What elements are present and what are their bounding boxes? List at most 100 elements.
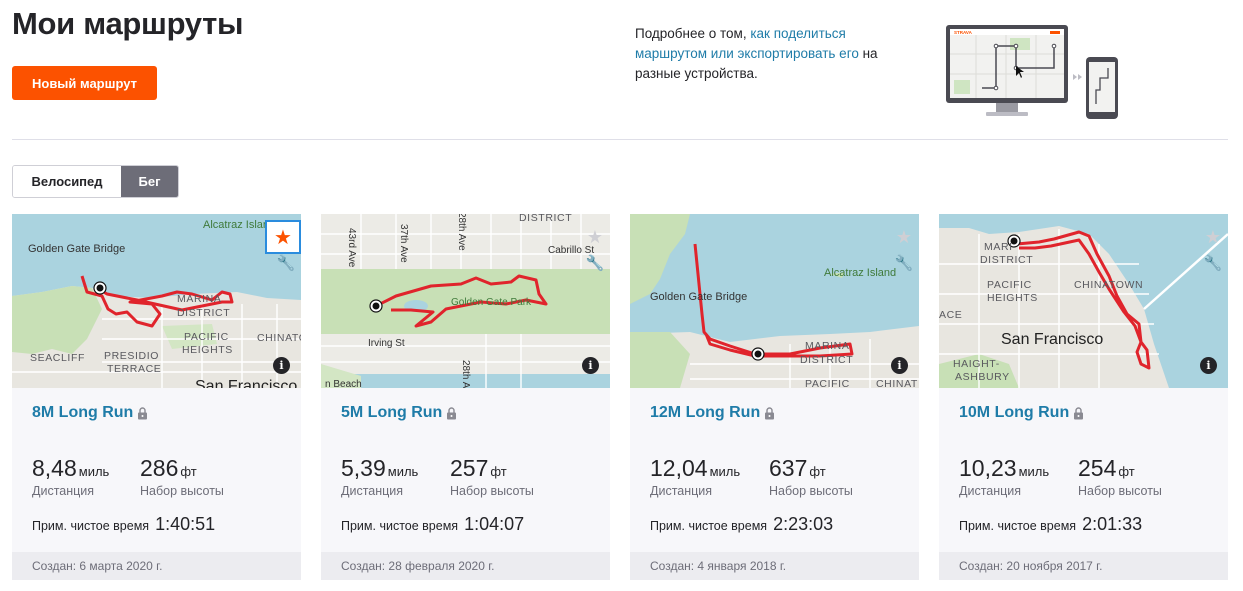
map-label: PACIFIC [805, 378, 850, 388]
elevation-label: Набор высоты [450, 484, 534, 498]
lock-icon [1074, 406, 1084, 419]
map-label: San Francisco [1001, 331, 1104, 348]
map-label: MARINA [177, 293, 222, 305]
map-label: Golden Gate Park [451, 297, 532, 308]
distance-value: 5,39 миль [341, 455, 419, 481]
map-label: MARI [984, 241, 1013, 253]
route-map[interactable]: DISTRICT 43rd Ave 37th Ave 28th Ave Cabr… [321, 214, 610, 388]
map-label: PACIFIC [184, 331, 229, 343]
moving-time: Прим. чистое время 1:40:51 [32, 514, 215, 535]
wrench-icon[interactable]: 🔧 [585, 255, 605, 272]
wrench-icon[interactable]: 🔧 [1203, 255, 1223, 272]
info-icon[interactable]: i [891, 357, 908, 374]
tab-bike[interactable]: Велосипед [13, 166, 121, 197]
map-label: San Francisco [195, 378, 298, 388]
moving-time-label: Прим. чистое время [341, 519, 459, 533]
map-label: SEACLIFF [30, 352, 85, 364]
map-label: CHINAT [876, 378, 918, 388]
new-route-button[interactable]: Новый маршрут [12, 66, 157, 100]
map-label: ACE [939, 309, 963, 321]
promo-text-before: Подробнее о том, [635, 26, 751, 41]
map-label: CHINATO [257, 332, 301, 344]
elevation-value: 637 фт [769, 455, 826, 481]
moving-time-label: Прим. чистое время [959, 519, 1077, 533]
distance-value: 8,48 миль [32, 455, 110, 481]
info-icon[interactable]: i [1200, 357, 1217, 374]
map-label: n Beach [325, 379, 362, 388]
route-card: MARI DISTRICT PACIFIC HEIGHTS CHINATOWN … [939, 214, 1228, 580]
map-label: HAIGHT- [953, 358, 1000, 370]
map-label: PACIFIC [987, 279, 1032, 291]
route-card: DISTRICT 43rd Ave 37th Ave 28th Ave Cabr… [321, 214, 610, 580]
elevation-value: 254 фт [1078, 455, 1135, 481]
map-label: CHINATOWN [1074, 279, 1144, 291]
route-card: Alcatraz Island Golden Gate Bridge MARIN… [12, 214, 301, 580]
route-card: Alcatraz Island Golden Gate Bridge MARIN… [630, 214, 919, 580]
lock-icon [138, 406, 148, 419]
distance-label: Дистанция [959, 484, 1022, 498]
map-label: Cabrillo St [548, 245, 595, 256]
map-label: DISTRICT [800, 354, 854, 366]
route-name-link[interactable]: 5M Long Run [341, 404, 457, 422]
route-map[interactable]: Alcatraz Island Golden Gate Bridge MARIN… [630, 214, 919, 388]
map-label: Alcatraz Island [824, 267, 897, 279]
map-label: Irving St [368, 338, 405, 349]
route-map[interactable]: MARI DISTRICT PACIFIC HEIGHTS CHINATOWN … [939, 214, 1228, 388]
tab-run[interactable]: Бег [121, 166, 178, 197]
elevation-value: 286 фт [140, 455, 197, 481]
star-icon[interactable]: ★ [895, 226, 913, 247]
star-icon[interactable]: ★ [586, 226, 604, 247]
distance-label: Дистанция [650, 484, 713, 498]
map-label: Alcatraz Island [203, 219, 276, 231]
lock-icon [447, 406, 457, 419]
moving-time: Прим. чистое время 2:23:03 [650, 514, 833, 535]
map-label: Golden Gate Bridge [28, 243, 126, 255]
map-label: MARINA [805, 340, 850, 352]
map-label: HEIGHTS [987, 292, 1038, 304]
page-title: Мои маршруты [12, 6, 244, 41]
moving-time-value: 2:23:03 [773, 514, 834, 534]
moving-time-value: 2:01:33 [1082, 514, 1143, 534]
map-label: PRESIDIO [104, 350, 159, 362]
route-name: 10M Long Run [959, 404, 1070, 421]
route-name: 5M Long Run [341, 404, 443, 421]
route-map[interactable]: Alcatraz Island Golden Gate Bridge MARIN… [12, 214, 301, 388]
devices-illustration: STRAVA [946, 24, 1122, 122]
info-icon[interactable]: i [273, 357, 290, 374]
map-label: 43rd Ave [346, 228, 357, 268]
wrench-icon[interactable]: 🔧 [276, 255, 296, 272]
map-label: DISTRICT [519, 214, 573, 224]
route-name: 8M Long Run [32, 404, 134, 421]
star-icon[interactable]: ★ [265, 220, 301, 254]
illustration-brand: STRAVA [954, 30, 973, 35]
map-label: TERRACE [107, 363, 162, 375]
elevation-label: Набор высоты [140, 484, 224, 498]
created-date: Создан: 28 февраля 2020 г. [321, 552, 610, 580]
route-name-link[interactable]: 10M Long Run [959, 404, 1084, 422]
promo-text: Подробнее о том, как поделиться маршруто… [635, 24, 905, 84]
share-export-link[interactable]: как поделиться маршрутом или экспортиров… [635, 26, 859, 61]
star-icon[interactable]: ★ [1204, 226, 1222, 247]
moving-time: Прим. чистое время 2:01:33 [959, 514, 1142, 535]
moving-time-label: Прим. чистое время [650, 519, 768, 533]
route-name-link[interactable]: 8M Long Run [32, 404, 148, 422]
map-label: 37th Ave [398, 224, 409, 263]
distance-value: 10,23 миль [959, 455, 1050, 481]
elevation-label: Набор высоты [769, 484, 853, 498]
map-label: 28th Ave [456, 214, 467, 251]
distance-label: Дистанция [32, 484, 95, 498]
route-name-link[interactable]: 12M Long Run [650, 404, 775, 422]
map-label: 28th Ave [460, 360, 471, 388]
moving-time-label: Прим. чистое время [32, 519, 150, 533]
created-date: Создан: 6 марта 2020 г. [12, 552, 301, 580]
moving-time-value: 1:40:51 [155, 514, 216, 534]
distance-label: Дистанция [341, 484, 404, 498]
info-icon[interactable]: i [582, 357, 599, 374]
promo-text-after: на разные устройства. [635, 46, 878, 81]
map-label: Golden Gate Bridge [650, 291, 748, 303]
elevation-label: Набор высоты [1078, 484, 1162, 498]
elevation-value: 257 фт [450, 455, 507, 481]
sport-toggle: Велосипед Бег [12, 165, 179, 198]
map-label: HEIGHTS [182, 344, 233, 356]
wrench-icon[interactable]: 🔧 [894, 255, 914, 272]
